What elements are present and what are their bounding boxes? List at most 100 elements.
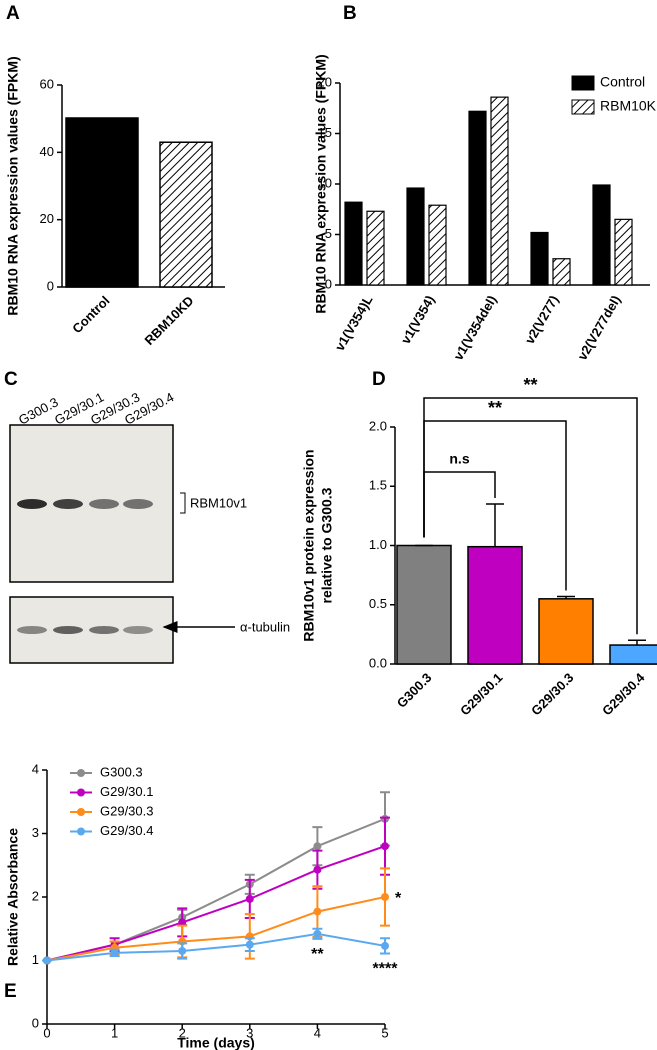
bracket bbox=[180, 492, 186, 514]
point bbox=[245, 894, 254, 903]
y-tick-label: 10 bbox=[318, 175, 332, 190]
point bbox=[381, 893, 389, 901]
x-tick-label: v1(V354) bbox=[398, 293, 438, 347]
bar bbox=[366, 210, 385, 286]
point bbox=[313, 929, 322, 938]
bar bbox=[538, 598, 594, 665]
bar bbox=[396, 544, 452, 665]
legend-swatch bbox=[571, 99, 595, 115]
y-tick-label: 15 bbox=[318, 125, 332, 140]
band bbox=[53, 626, 83, 634]
y-tick-label: 0.0 bbox=[369, 655, 387, 670]
bar bbox=[490, 96, 509, 286]
x-tick-label: G29/30.1 bbox=[457, 670, 505, 718]
y-tick-label: 0.5 bbox=[369, 596, 387, 611]
point bbox=[178, 946, 187, 955]
band bbox=[123, 626, 153, 634]
lane-label: G300.3 bbox=[16, 394, 61, 427]
y-tick-label: 0 bbox=[47, 278, 54, 293]
y-tick-label: 2 bbox=[32, 888, 39, 903]
significance-bracket bbox=[423, 397, 638, 635]
bar bbox=[468, 110, 487, 286]
legend-marker bbox=[77, 769, 85, 777]
line bbox=[46, 896, 386, 962]
y-tick-label: 20 bbox=[40, 211, 54, 226]
point bbox=[245, 940, 254, 949]
y-tick-label: 0 bbox=[32, 1015, 39, 1030]
x-tick-label: 0 bbox=[43, 1025, 50, 1040]
point bbox=[313, 865, 322, 874]
y-tick-label: 3 bbox=[32, 825, 39, 840]
panel-letter: C bbox=[4, 369, 18, 390]
panel-letter: E bbox=[4, 981, 17, 1002]
y-axis-title: RBM10 RNA expression values (FPKM) bbox=[5, 56, 21, 315]
point bbox=[381, 941, 389, 950]
y-tick-label: 5 bbox=[325, 226, 332, 241]
x-tick-label: G29/30.4 bbox=[599, 669, 648, 718]
point bbox=[43, 956, 51, 965]
panel-letter: A bbox=[6, 3, 20, 24]
legend-label: RBM10KD bbox=[600, 98, 657, 114]
x-tick-label: v2(V277del) bbox=[574, 293, 623, 363]
point bbox=[313, 842, 322, 851]
error-bar bbox=[557, 595, 575, 599]
x-tick-label: 3 bbox=[246, 1025, 253, 1040]
point bbox=[178, 918, 187, 927]
x-tick-label: RBM10KD bbox=[142, 293, 197, 348]
x-tick-label: Control bbox=[69, 293, 112, 336]
x-axis-title: Time (days) bbox=[177, 1035, 255, 1050]
y-tick-label: 20 bbox=[318, 74, 332, 89]
x-tick-label: v2(V277) bbox=[522, 293, 562, 347]
bar bbox=[467, 545, 523, 665]
band bbox=[17, 626, 47, 634]
bar bbox=[592, 184, 611, 286]
bar bbox=[552, 258, 571, 286]
legend-label: G29/30.1 bbox=[100, 784, 154, 799]
panel-letter: B bbox=[343, 3, 357, 24]
point bbox=[313, 907, 322, 916]
y-axis-title: RBM10v1 protein expression bbox=[301, 449, 317, 641]
point bbox=[110, 948, 119, 957]
y-tick-label: 2.0 bbox=[369, 418, 387, 433]
bar bbox=[406, 187, 425, 286]
bar bbox=[530, 231, 549, 286]
legend-label: Control bbox=[600, 74, 645, 90]
bar bbox=[159, 141, 213, 288]
line bbox=[46, 932, 386, 962]
error-bar bbox=[628, 639, 646, 646]
y-tick-label: 1 bbox=[32, 952, 39, 967]
x-tick-label: v1(V354)L bbox=[332, 293, 376, 354]
significance-label: n.s bbox=[449, 451, 469, 467]
y-axis-title: relative to G300.3 bbox=[319, 487, 335, 603]
legend-swatch bbox=[571, 75, 595, 91]
x-tick-label: G29/30.3 bbox=[528, 670, 576, 718]
legend-label: G29/30.3 bbox=[100, 803, 154, 818]
significance-label: **** bbox=[373, 961, 399, 978]
significance-label: ** bbox=[523, 375, 537, 395]
x-tick-label: v1(V354del) bbox=[450, 293, 499, 363]
legend-label: G29/30.4 bbox=[100, 823, 154, 838]
y-tick-label: 40 bbox=[40, 144, 54, 159]
legend-marker bbox=[77, 827, 85, 836]
x-tick-label: 1 bbox=[111, 1025, 118, 1040]
x-tick-label: 2 bbox=[179, 1025, 186, 1040]
y-tick-label: 1.0 bbox=[369, 537, 387, 552]
x-tick-label: 5 bbox=[381, 1025, 388, 1040]
panel-letter: D bbox=[372, 369, 386, 390]
band bbox=[123, 499, 153, 509]
y-tick-label: 1.5 bbox=[369, 478, 387, 493]
x-tick-label: G300.3 bbox=[394, 670, 435, 711]
y-tick-label: 4 bbox=[32, 761, 39, 776]
y-axis-title: Relative Absorbance bbox=[5, 828, 21, 966]
bar bbox=[344, 201, 363, 286]
bar bbox=[65, 117, 139, 288]
significance-label: ** bbox=[488, 398, 502, 418]
legend-marker bbox=[77, 788, 85, 797]
band-label: α-tubulin bbox=[240, 619, 290, 634]
band bbox=[17, 499, 47, 509]
y-tick-label: 0 bbox=[325, 276, 332, 291]
band bbox=[53, 499, 83, 509]
significance-bracket bbox=[423, 471, 496, 538]
bar bbox=[614, 218, 633, 286]
